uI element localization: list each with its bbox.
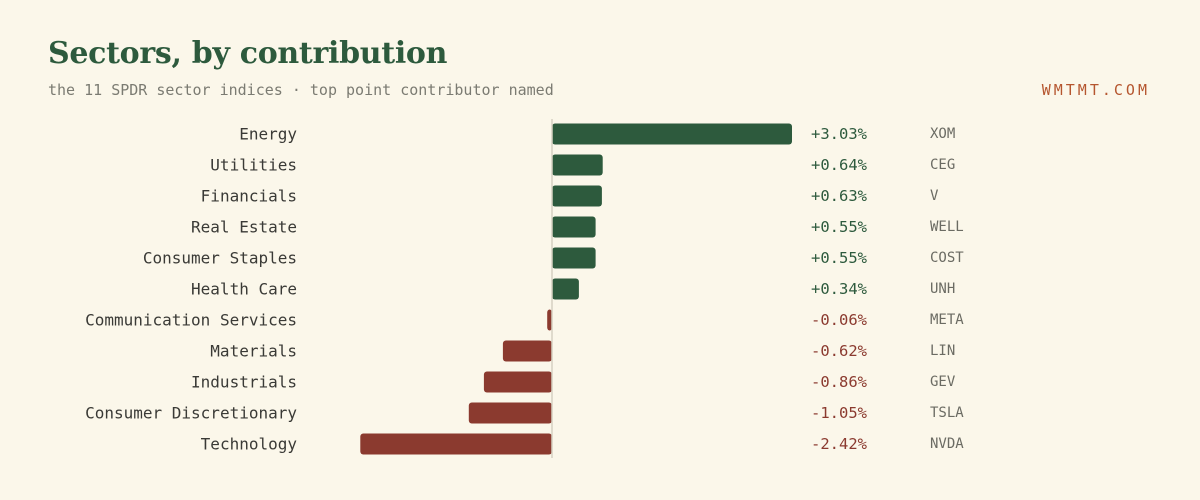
value-label: -0.62% [811,342,868,360]
value-label: +0.64% [811,156,868,174]
category-label: Communication Services [85,311,297,330]
category-label: Financials [201,187,297,206]
chart-subtitle: the 11 SPDR sector indices · top point c… [48,81,554,99]
value-label: +3.03% [811,125,868,143]
ticker-label: LIN [930,343,955,359]
ticker-label: GEV [930,374,956,390]
category-label: Industrials [191,373,297,392]
category-label: Technology [201,435,298,454]
bar [502,340,552,362]
category-label: Real Estate [191,218,297,237]
ticker-label: XOM [930,126,955,142]
bar [552,247,596,269]
bar [552,216,596,238]
category-label: Energy [239,125,297,144]
chart-title: Sectors, by contribution [48,36,448,71]
ticker-label: CEG [930,157,955,173]
bar [468,402,552,424]
value-label: -0.86% [811,373,868,391]
bar [552,154,603,176]
brand-label: WMTMT.COM [1041,81,1150,99]
ticker-label: WELL [930,219,964,235]
value-label: +0.34% [811,280,868,298]
bar [547,309,552,331]
category-label: Materials [210,342,297,361]
category-label: Consumer Staples [143,249,297,268]
category-label: Consumer Discretionary [85,404,297,423]
category-label: Health Care [191,280,297,299]
ticker-label: V [930,188,939,204]
value-label: -0.06% [811,311,868,329]
bar [552,185,602,207]
bar [552,123,792,145]
ticker-label: COST [930,250,964,266]
value-label: +0.63% [811,187,868,205]
ticker-label: UNH [930,281,955,297]
category-label: Utilities [210,156,297,175]
bar [483,371,552,393]
ticker-label: NVDA [930,436,964,452]
bar [360,433,552,455]
value-label: -2.42% [811,435,868,453]
ticker-label: TSLA [930,405,964,421]
value-label: +0.55% [811,218,868,236]
bar [552,278,579,300]
ticker-label: META [930,312,964,328]
value-label: +0.55% [811,249,868,267]
value-label: -1.05% [811,404,868,422]
